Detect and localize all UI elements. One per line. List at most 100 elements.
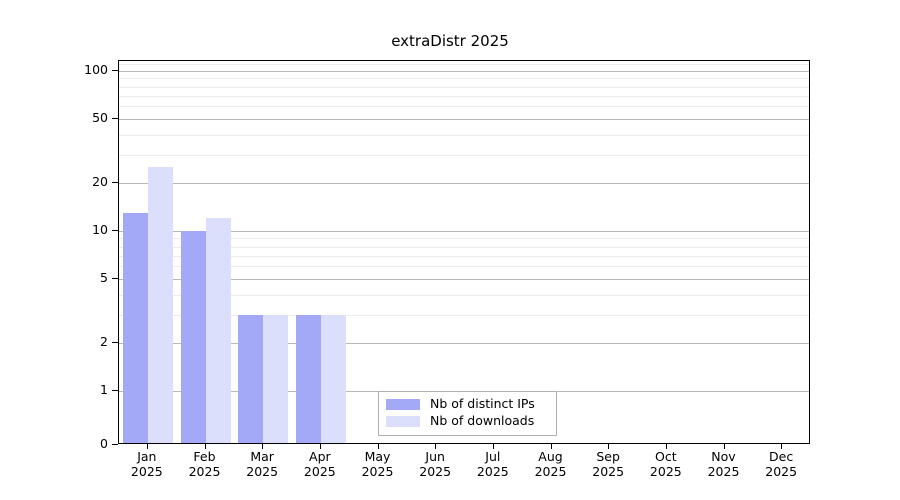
y-tick-mark [112,181,118,183]
x-tick-mark [723,444,725,449]
x-tick-month: May [364,449,391,464]
x-tick-mark [608,444,610,449]
x-tick-label-feb: Feb 2025 [165,449,245,480]
y-tick-mark [112,118,118,120]
x-tick-month: Jun [425,449,445,464]
gridline [119,314,809,316]
gridline [119,279,809,281]
x-tick-month: Oct [655,449,677,464]
y-tick-label: 20 [92,173,108,189]
x-tick-year: 2025 [592,463,625,479]
gridline [119,182,809,184]
gridline [119,86,809,88]
y-tick-label: 100 [84,62,108,77]
x-tick-mark [319,444,321,449]
x-tick-mark [146,444,148,449]
x-tick-year: 2025 [361,463,394,479]
gridline [119,119,809,121]
gridline [119,64,809,66]
x-tick-year: 2025 [649,463,682,479]
x-tick-year: 2025 [419,463,452,479]
x-tick-label-apr: Apr 2025 [280,449,360,480]
bar-mar-downloads [263,314,289,443]
x-tick-month: Sep [596,449,620,464]
y-tick-mark [112,444,118,445]
y-axis-tick-labels: 0 1 2 5 10 20 50 100 [60,0,108,500]
y-tick-label: 5 [100,270,108,286]
y-tick-label: 0 [100,436,108,451]
legend-label-ips: Nb of distinct IPs [430,396,535,412]
gridline [119,95,809,97]
y-tick-label: 1 [100,382,108,397]
x-tick-label-jan: Jan 2025 [107,449,187,480]
y-tick-label: 50 [92,110,108,126]
x-tick-month: Mar [250,449,274,464]
x-tick-mark [492,444,494,449]
gridline [119,266,809,268]
x-tick-mark [262,444,264,449]
x-tick-label-aug: Aug 2025 [511,449,591,480]
x-tick-mark [204,444,206,449]
gridline [119,246,809,248]
x-tick-mark [665,444,667,449]
x-tick-label-may: May 2025 [338,449,418,480]
gridline [119,294,809,296]
bar-feb-downloads [205,218,231,443]
x-tick-year: 2025 [130,463,163,479]
bar-apr-ips [295,314,321,443]
y-tick-label: 2 [100,333,108,349]
gridline [119,106,809,108]
x-tick-month: Jul [485,449,501,464]
gridline [119,134,809,136]
y-tick-mark [112,230,118,231]
plot-area [118,60,810,444]
x-tick-year: 2025 [765,463,798,479]
bar-mar-ips [238,314,264,443]
x-tick-month: Feb [193,449,216,464]
x-tick-label-jun: Jun 2025 [395,449,475,480]
y-tick-label: 10 [92,222,108,237]
x-tick-mark [550,444,552,449]
legend-swatch-icon-downloads [386,416,420,427]
x-tick-month: Jan [137,449,157,464]
chart-title: extraDistr 2025 [391,32,509,50]
bar-jan-downloads [147,167,173,443]
gridline [119,71,809,72]
gridline [119,231,809,232]
x-tick-mark [377,444,379,449]
x-tick-label-sep: Sep 2025 [568,449,648,480]
x-tick-mark [781,444,783,449]
x-tick-month: Dec [769,449,794,464]
y-tick-mark [112,341,118,343]
y-tick-mark [112,278,118,280]
gridline [119,255,809,257]
x-tick-label-dec: Dec 2025 [741,449,821,480]
x-tick-year: 2025 [534,463,567,479]
x-tick-mark [435,444,437,449]
x-tick-year: 2025 [707,463,740,479]
x-tick-label-nov: Nov 2025 [684,449,764,480]
x-tick-label-jul: Jul 2025 [453,449,533,480]
legend-item-downloads: Nb of downloads [386,413,549,430]
bar-jan-ips [122,212,148,443]
legend-swatch-icon-ips [386,399,420,410]
legend-item-ips: Nb of distinct IPs [386,396,549,413]
x-tick-label-mar: Mar 2025 [222,449,302,480]
bar-feb-ips [180,231,206,443]
x-tick-month: Nov [711,449,736,464]
gridline [119,342,809,344]
bar-apr-downloads [320,314,346,443]
chart-legend: Nb of distinct IPs Nb of downloads [378,391,557,436]
legend-label-downloads: Nb of downloads [430,413,535,429]
x-tick-year: 2025 [246,463,279,479]
gridline [119,78,809,80]
x-tick-month: Aug [538,449,563,464]
gridline [119,238,809,240]
x-tick-year: 2025 [188,463,221,479]
x-tick-year: 2025 [303,463,336,479]
y-tick-mark [112,390,118,391]
x-tick-month: Apr [309,449,331,464]
x-tick-year: 2025 [476,463,509,479]
